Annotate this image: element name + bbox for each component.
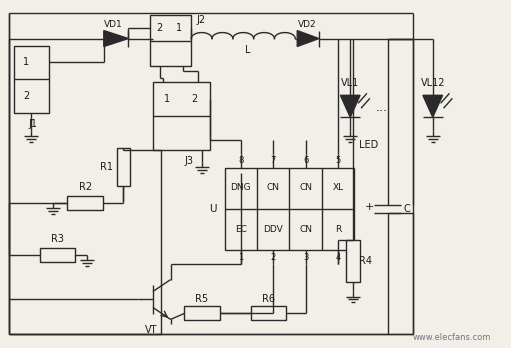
Text: U: U <box>209 204 217 214</box>
Polygon shape <box>104 31 128 47</box>
Polygon shape <box>297 31 319 47</box>
Bar <box>117 148 130 186</box>
Text: +: + <box>365 202 375 212</box>
Text: EC: EC <box>235 225 247 234</box>
Bar <box>67 196 103 210</box>
Polygon shape <box>423 95 443 117</box>
Bar <box>40 248 75 262</box>
Text: R6: R6 <box>262 293 275 303</box>
Text: R3: R3 <box>51 234 64 244</box>
Bar <box>14 46 49 113</box>
Bar <box>184 307 220 321</box>
Text: R5: R5 <box>195 293 208 303</box>
Text: 2: 2 <box>270 253 276 262</box>
Text: 4: 4 <box>335 253 341 262</box>
Text: 2: 2 <box>23 91 29 101</box>
Text: 1: 1 <box>238 253 243 262</box>
Text: DDV: DDV <box>263 225 283 234</box>
Text: L: L <box>245 46 251 55</box>
Text: J3: J3 <box>184 156 194 166</box>
Text: VT: VT <box>145 325 157 335</box>
Bar <box>224 168 354 250</box>
Text: R1: R1 <box>100 162 113 172</box>
Text: 1: 1 <box>23 57 29 68</box>
Text: 8: 8 <box>238 156 243 165</box>
Text: LED: LED <box>359 140 379 150</box>
Bar <box>150 15 191 66</box>
Bar <box>251 307 287 321</box>
Bar <box>153 82 210 150</box>
Text: CN: CN <box>299 183 312 192</box>
Text: 7: 7 <box>270 156 276 165</box>
Text: 5: 5 <box>335 156 341 165</box>
Text: 1: 1 <box>176 23 182 33</box>
Text: www.elecfans.com: www.elecfans.com <box>413 333 492 342</box>
Text: J2: J2 <box>196 15 205 25</box>
Text: 2: 2 <box>157 23 163 33</box>
Text: 3: 3 <box>303 253 308 262</box>
Text: R: R <box>335 225 341 234</box>
Text: VL1: VL1 <box>341 78 359 88</box>
Text: R2: R2 <box>79 182 91 192</box>
Text: XL: XL <box>333 183 343 192</box>
Text: C: C <box>404 204 410 214</box>
Text: VL12: VL12 <box>421 78 445 88</box>
Text: 6: 6 <box>303 156 308 165</box>
Text: 2: 2 <box>191 94 197 104</box>
Text: 1: 1 <box>164 94 170 104</box>
Bar <box>346 240 360 282</box>
Text: VD1: VD1 <box>104 20 123 29</box>
Text: DNG: DNG <box>230 183 251 192</box>
Text: CN: CN <box>267 183 280 192</box>
Text: ...: ... <box>376 101 388 114</box>
Text: VD2: VD2 <box>298 20 316 29</box>
Text: R4: R4 <box>359 256 373 266</box>
Polygon shape <box>340 95 360 117</box>
Text: CN: CN <box>299 225 312 234</box>
Text: J1: J1 <box>29 119 38 129</box>
